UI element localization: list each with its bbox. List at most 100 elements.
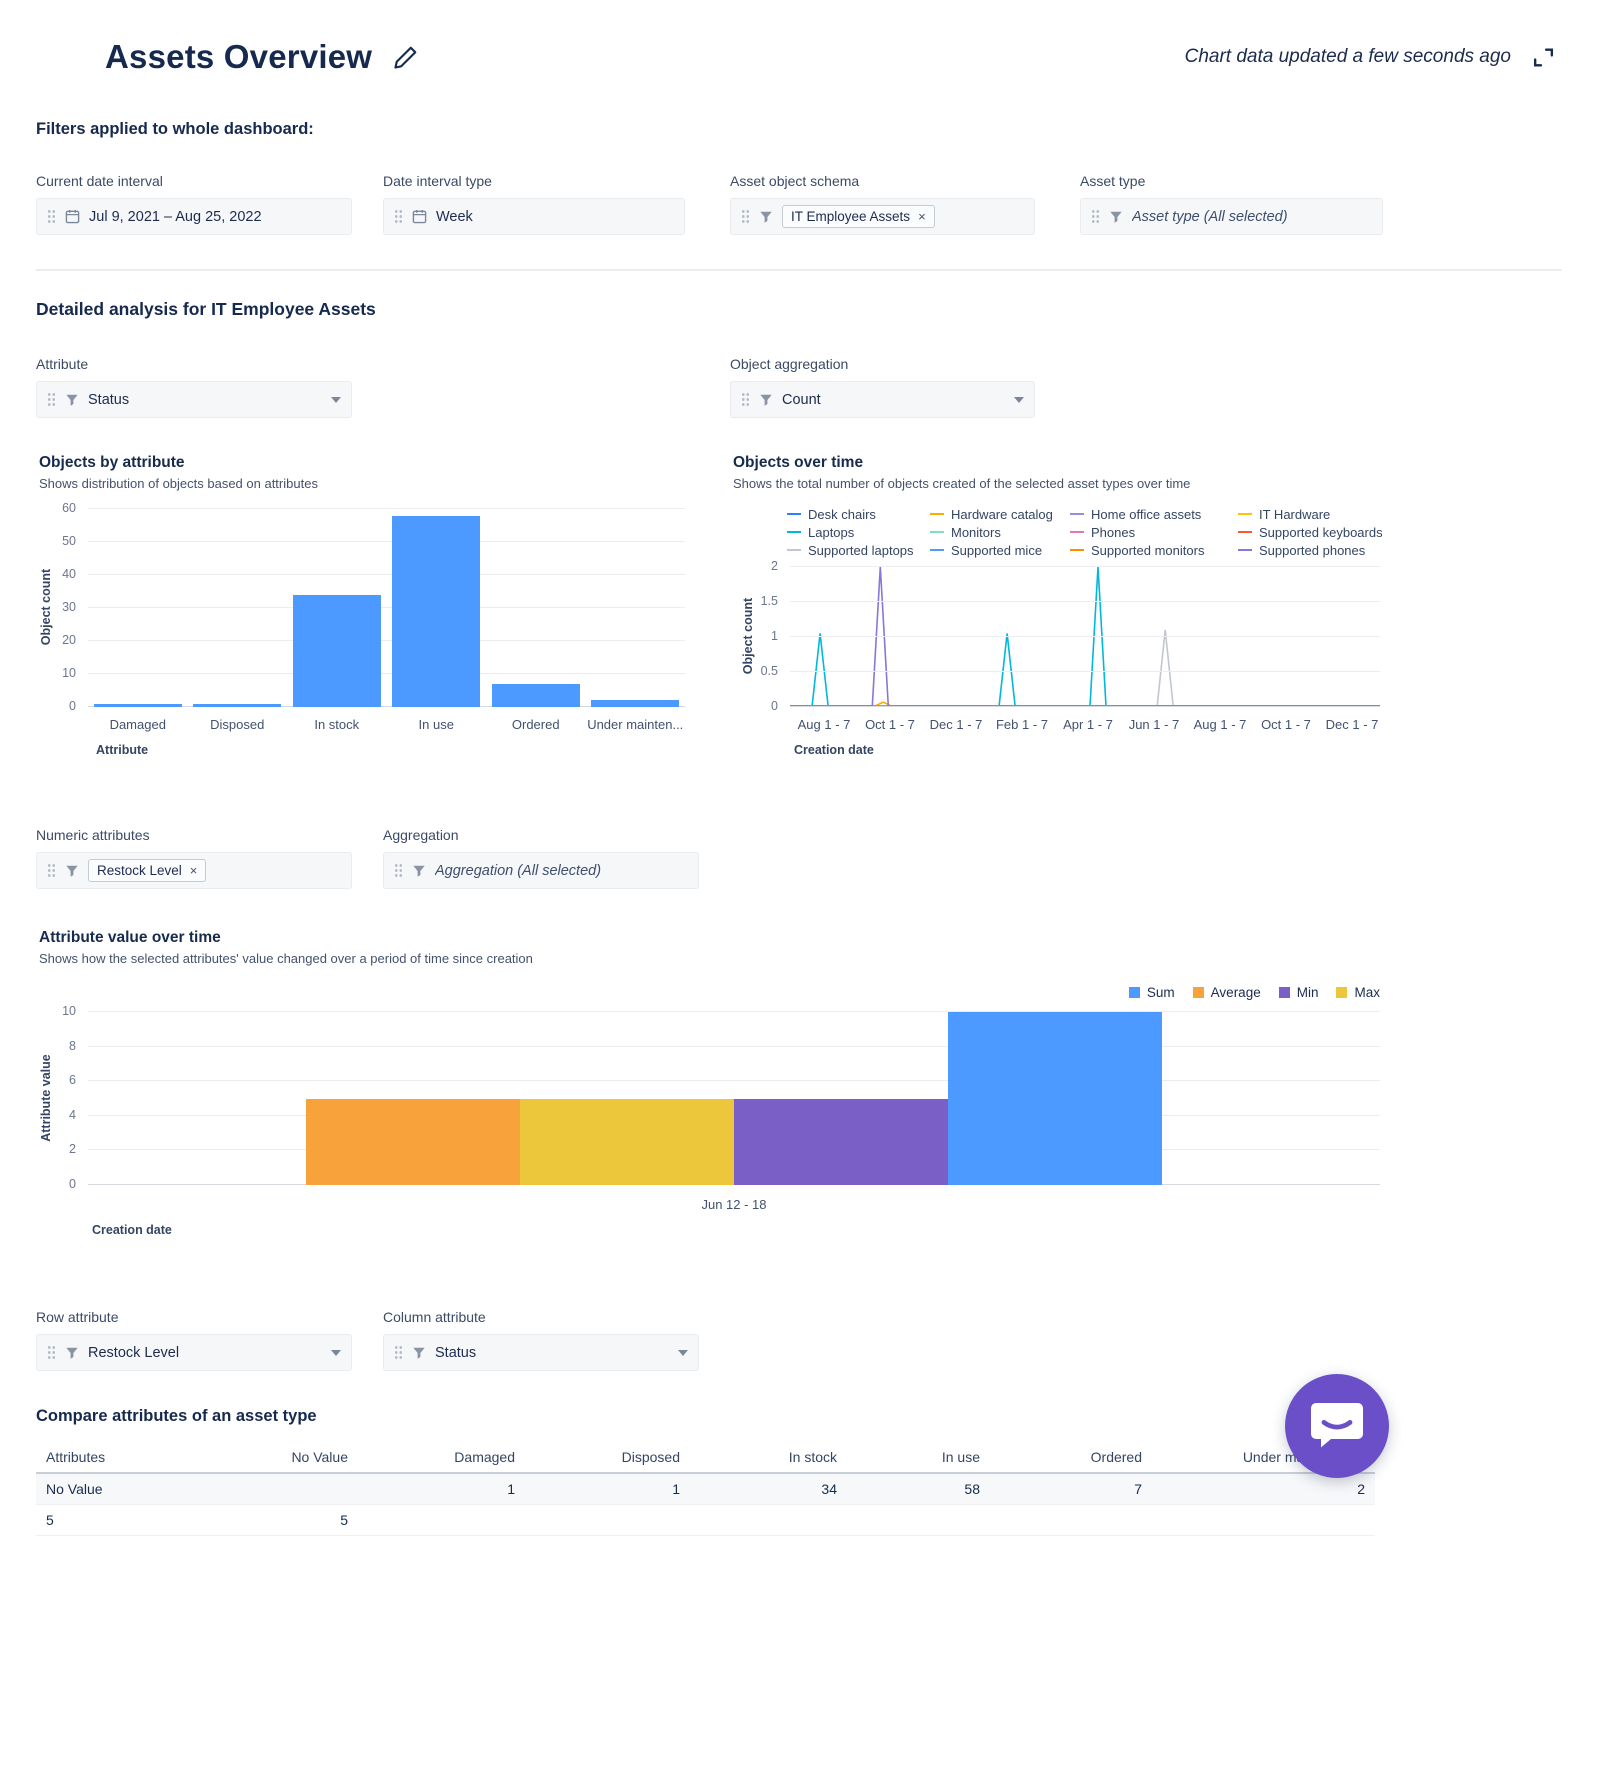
object-aggregation-dropdown[interactable]: Count [730, 381, 1035, 418]
legend-item[interactable]: Supported monitors [1070, 541, 1238, 559]
legend-item[interactable]: Monitors [930, 523, 1070, 541]
numeric-controls-row: Numeric attributes Restock Level × Aggre… [36, 827, 1562, 889]
page-title: Assets Overview [105, 38, 373, 75]
date-interval-filter[interactable]: Jul 9, 2021 – Aug 25, 2022 [36, 198, 352, 235]
edit-title-pencil-icon[interactable] [392, 44, 419, 71]
y-tick-label: 0 [69, 699, 76, 713]
y-tick-label: 4 [69, 1107, 76, 1122]
legend-swatch [1336, 986, 1348, 998]
grid-line [790, 566, 1380, 567]
y-tick-label: 10 [62, 666, 76, 680]
legend-item[interactable]: Average [1192, 984, 1261, 1000]
object-schema-label: Asset object schema [730, 173, 860, 189]
table-cell: 58 [847, 1473, 990, 1505]
asset-type-filter[interactable]: Asset type (All selected) [1080, 198, 1383, 235]
drag-handle-icon[interactable] [741, 209, 750, 224]
grid-line [88, 640, 685, 641]
line-plot-area [790, 566, 1380, 707]
remove-tag-icon[interactable]: × [189, 863, 198, 878]
compare-table: Attributes No Value Damaged Disposed In stoc… [36, 1442, 1375, 1536]
table-header-cell[interactable]: In stock [690, 1442, 847, 1474]
x-axis-title: Creation date [794, 743, 874, 757]
legend-swatch [787, 548, 801, 552]
drag-handle-icon[interactable] [47, 863, 56, 878]
grid-line [88, 1080, 1380, 1082]
legend-label: Supported keyboards [1259, 524, 1383, 540]
object-schema-filter[interactable]: IT Employee Assets × [730, 198, 1035, 235]
y-tick-label: 1 [771, 629, 778, 643]
grid-line [88, 706, 685, 707]
legend-label: Desk chairs [808, 506, 876, 522]
legend-item[interactable]: Laptops [787, 523, 930, 541]
legend-item[interactable]: Supported keyboards [1238, 523, 1394, 541]
chart-title: Objects over time [733, 454, 864, 471]
filter-funnel-icon [65, 393, 79, 407]
filter-funnel-icon [412, 864, 426, 878]
legend-item[interactable]: Min [1278, 984, 1318, 1000]
legend-label: Home office assets [1091, 506, 1202, 522]
legend-item[interactable]: Supported mice [930, 541, 1070, 559]
legend-item[interactable]: Max [1336, 984, 1380, 1000]
table-cell [847, 1504, 990, 1536]
numeric-attributes-filter[interactable]: Restock Level × [36, 852, 352, 889]
line-chart-plot: 0 0.5 1 1.5 2 Aug 1 - 7 Oct 1 - 7 Dec 1 - 7 Feb … [730, 559, 1394, 769]
calendar-icon [65, 209, 80, 224]
drag-handle-icon[interactable] [47, 1345, 56, 1360]
chat-widget-button[interactable] [1285, 1374, 1389, 1478]
legend-item[interactable]: IT Hardware [1238, 505, 1394, 523]
attribute-value-chart: Attribute value over time Shows how the … [36, 929, 1380, 1247]
table-header-cell[interactable]: In use [847, 1442, 990, 1474]
drag-handle-icon[interactable] [47, 392, 56, 407]
fullscreen-icon[interactable] [1531, 45, 1556, 70]
bar [193, 703, 282, 707]
y-axis-title: Attribute value [39, 1053, 53, 1142]
x-tick-label: In stock [314, 717, 360, 732]
row-attribute-dropdown[interactable]: Restock Level [36, 1334, 352, 1371]
remove-tag-icon[interactable]: × [918, 209, 926, 224]
filter-funnel-icon [65, 864, 79, 878]
pivot-controls-row: Row attribute Restock Level Column attri… [36, 1309, 1562, 1371]
drag-handle-icon[interactable] [741, 392, 750, 407]
legend-swatch [1238, 530, 1252, 534]
legend-item[interactable]: Desk chairs [787, 505, 930, 523]
drag-handle-icon[interactable] [394, 209, 403, 224]
y-tick-label: 1.5 [760, 594, 778, 608]
interval-type-filter[interactable]: Week [383, 198, 685, 235]
legend-item[interactable]: Sum [1128, 984, 1175, 1000]
legend-item[interactable]: Supported laptops [787, 541, 930, 559]
legend-swatch [930, 512, 944, 516]
aggregation-filter[interactable]: Aggregation (All selected) [383, 852, 699, 889]
drag-handle-icon[interactable] [1091, 209, 1100, 224]
table-header-cell[interactable]: No Value [266, 1442, 358, 1474]
legend-item[interactable]: Supported phones [1238, 541, 1394, 559]
line-series [790, 629, 1380, 707]
y-tick-label: 0 [771, 699, 778, 713]
table-header-cell[interactable]: Ordered [990, 1442, 1152, 1474]
table-cell [690, 1504, 847, 1536]
drag-handle-icon[interactable] [394, 863, 403, 878]
drag-handle-icon[interactable] [47, 209, 56, 224]
grid-line [88, 607, 685, 608]
numeric-attribute-tag[interactable]: Restock Level × [88, 859, 207, 882]
legend-item[interactable]: Home office assets [1070, 505, 1238, 523]
table-cell [1152, 1504, 1375, 1536]
legend-item[interactable]: Hardware catalog [930, 505, 1070, 523]
chevron-down-icon [1014, 396, 1024, 403]
grid-line [88, 1045, 1380, 1047]
table-header-cell[interactable]: Damaged [358, 1442, 525, 1474]
table-cell: 5 [266, 1504, 358, 1536]
legend-swatch [1238, 512, 1252, 516]
table-header-cell[interactable]: Disposed [525, 1442, 690, 1474]
drag-handle-icon[interactable] [394, 1345, 403, 1360]
y-tick-label: 6 [69, 1073, 76, 1088]
filter-funnel-icon [412, 1346, 426, 1360]
schema-tag[interactable]: IT Employee Assets × [782, 205, 935, 228]
column-attribute-dropdown[interactable]: Status [383, 1334, 699, 1371]
y-tick-label: 50 [62, 534, 76, 548]
attribute-dropdown[interactable]: Status [36, 381, 352, 418]
table-header-cell[interactable]: Attributes [36, 1442, 266, 1474]
table-cell: No Value [36, 1473, 266, 1505]
legend-item[interactable]: Phones [1070, 523, 1238, 541]
y-tick-label: 30 [62, 600, 76, 614]
